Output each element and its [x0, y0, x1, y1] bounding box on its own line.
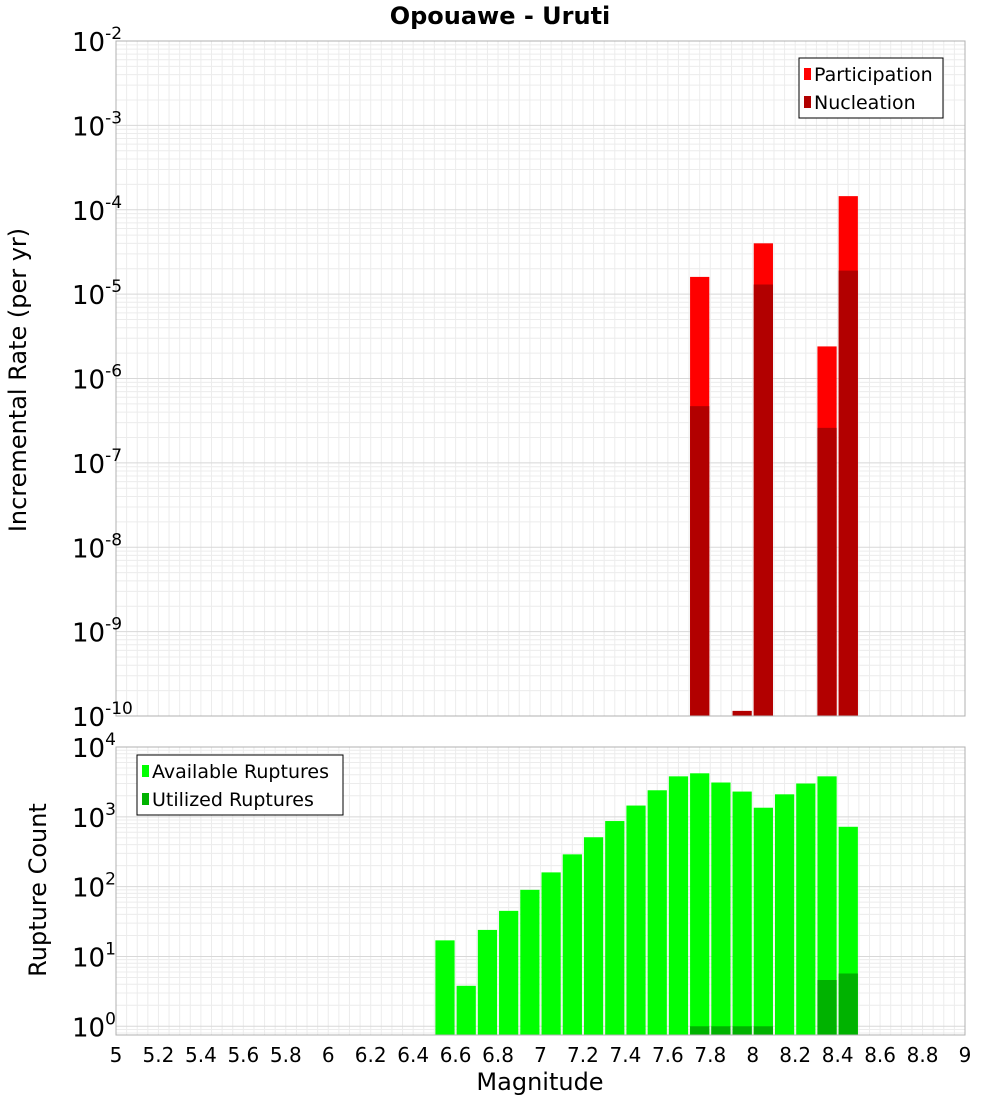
- rupture-count-panel: 100 101 102 103 104 Available Ruptures Utilize…: [72, 730, 971, 1067]
- y-tick-label: 104: [72, 730, 116, 764]
- top-y-axis-label: Incremental Rate (per yr): [4, 228, 32, 532]
- x-tick-label: 6.6: [440, 1043, 472, 1067]
- x-tick-label: 7.8: [694, 1043, 726, 1067]
- y-ticks: 10-10 10-9 10-8 10-7 10-6 10-5 10-4 10-3 10-2: [72, 24, 133, 733]
- y-tick-label: 10-2: [72, 24, 122, 58]
- nucleation-bar: [690, 406, 710, 716]
- x-tick-label: 5.2: [143, 1043, 175, 1067]
- x-tick-label: 6.2: [355, 1043, 387, 1067]
- legend-swatch: [142, 765, 149, 777]
- y-tick-label: 10-6: [72, 362, 122, 396]
- x-tick-label: 7: [534, 1043, 547, 1067]
- legend-entry-label: Nucleation: [814, 92, 916, 114]
- plot-frame: [115, 40, 966, 717]
- utilized-ruptures-bar: [753, 1026, 773, 1035]
- x-tick-label: 8.8: [907, 1043, 939, 1067]
- x-tick-label: 6.8: [482, 1043, 514, 1067]
- available-ruptures-bar: [732, 791, 752, 1035]
- legend-entry-label: Available Ruptures: [152, 761, 329, 783]
- y-tick-label: 10-9: [72, 615, 122, 649]
- y-tick-label: 10-10: [72, 699, 133, 733]
- available-ruptures-bar: [647, 790, 667, 1035]
- legend-box: [798, 57, 944, 119]
- x-tick-label: 7.6: [652, 1043, 684, 1067]
- x-tick-label: 6.4: [397, 1043, 429, 1067]
- available-ruptures-bar: [477, 929, 498, 1035]
- y-tick-label: 10-3: [72, 108, 122, 142]
- y-tick-label: 10-4: [72, 193, 122, 227]
- available-ruptures-bar: [626, 805, 646, 1035]
- x-tick-label: 5.8: [270, 1043, 302, 1067]
- available-ruptures-bar: [520, 889, 540, 1035]
- plot-frame: [115, 746, 966, 1036]
- available-ruptures-bar: [499, 910, 519, 1035]
- utilized-ruptures-bar: [711, 1026, 731, 1035]
- y-ticks: 100 101 102 103 104: [72, 730, 116, 1043]
- available-ruptures-bar: [435, 940, 455, 1035]
- available-ruptures-bar: [796, 783, 816, 1035]
- available-ruptures-bar: [690, 773, 710, 1035]
- x-tick-label: 8.2: [779, 1043, 811, 1067]
- nucleation-bar: [732, 710, 752, 716]
- available-ruptures-bar: [562, 854, 582, 1035]
- chart-title: Opouawe - Uruti: [390, 2, 611, 30]
- participation-nucleation-panel: 10-10 10-9 10-8 10-7 10-6 10-5 10-4 10-3 10-2 Par…: [72, 24, 966, 733]
- x-tick-label: 8.6: [864, 1043, 896, 1067]
- bars: [690, 196, 858, 717]
- legend-entry-label: Participation: [814, 64, 933, 86]
- available-ruptures-bar: [668, 776, 689, 1035]
- nucleation-bar: [817, 427, 837, 716]
- available-ruptures-bar: [541, 872, 561, 1035]
- nucleation-bar: [838, 270, 858, 716]
- bars: [435, 773, 858, 1035]
- x-tick-label: 8.4: [822, 1043, 854, 1067]
- legend-box: [136, 754, 344, 816]
- y-tick-label: 10-7: [72, 446, 122, 480]
- utilized-ruptures-bar: [838, 973, 858, 1035]
- available-ruptures-bar: [605, 821, 625, 1035]
- nucleation-bar: [753, 284, 773, 716]
- y-tick-label: 101: [72, 939, 116, 973]
- legend-swatch: [142, 793, 149, 805]
- available-ruptures-bar: [817, 776, 837, 1035]
- legend-swatch: [804, 68, 811, 80]
- available-ruptures-bar: [774, 794, 795, 1035]
- x-tick-label: 7.4: [609, 1043, 641, 1067]
- y-tick-label: 102: [72, 870, 116, 904]
- x-tick-label: 9: [959, 1043, 972, 1067]
- legend-entry-label: Utilized Ruptures: [152, 789, 314, 811]
- legend: Available Ruptures Utilized Ruptures: [136, 754, 344, 816]
- legend-swatch: [804, 96, 811, 108]
- available-ruptures-bar: [583, 837, 604, 1035]
- utilized-ruptures-bar: [817, 980, 837, 1035]
- x-tick-label: 5: [110, 1043, 123, 1067]
- x-axis-label: Magnitude: [476, 1068, 603, 1096]
- x-tick-label: 7.2: [567, 1043, 599, 1067]
- utilized-ruptures-bar: [732, 1026, 752, 1035]
- available-ruptures-bar: [456, 985, 476, 1035]
- y-tick-label: 10-8: [72, 530, 122, 564]
- y-tick-label: 10-5: [72, 277, 122, 311]
- x-ticks: 5 5.2 5.4 5.6 5.8 6 6.2 6.4 6.6 6.8 7 7.2 7.4 7.6 7.8 8…: [110, 1043, 972, 1067]
- y-tick-label: 100: [72, 1009, 116, 1043]
- utilized-ruptures-bar: [690, 1026, 710, 1035]
- x-tick-label: 5.4: [185, 1043, 217, 1067]
- available-ruptures-bar: [711, 782, 731, 1035]
- bottom-y-axis-label: Rupture Count: [24, 803, 52, 977]
- x-tick-label: 8: [746, 1043, 759, 1067]
- grid: [115, 40, 966, 717]
- x-tick-label: 6: [322, 1043, 335, 1067]
- legend: Participation Nucleation: [798, 57, 944, 119]
- available-ruptures-bar: [753, 807, 773, 1035]
- x-tick-label: 5.6: [227, 1043, 259, 1067]
- y-tick-label: 103: [72, 800, 116, 834]
